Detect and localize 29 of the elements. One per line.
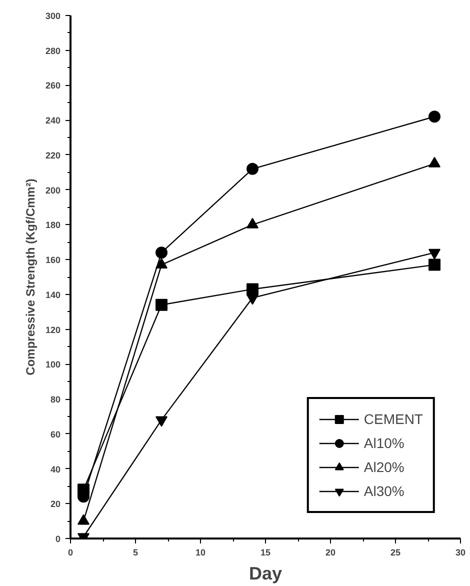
x-tick-label: 30 bbox=[455, 548, 466, 558]
legend-label: Al10% bbox=[364, 435, 404, 451]
y-tick-label: 220 bbox=[45, 150, 61, 160]
y-tick-label: 180 bbox=[45, 220, 61, 230]
y-tick-label: 140 bbox=[45, 290, 61, 300]
y-tick-label: 280 bbox=[45, 46, 61, 56]
x-axis-title: Day bbox=[248, 564, 282, 584]
y-tick-label: 20 bbox=[50, 499, 61, 510]
legend-label: Al20% bbox=[364, 459, 404, 475]
x-tick-label: 5 bbox=[132, 548, 138, 558]
legend-label: Al30% bbox=[364, 483, 404, 499]
y-tick-label: 0 bbox=[55, 534, 61, 544]
y-tick-label: 300 bbox=[45, 11, 61, 21]
y-tick-label: 200 bbox=[45, 185, 61, 196]
y-tick-label: 60 bbox=[50, 429, 61, 440]
y-axis-title: Compressive Strength (Kgf/Cmm²) bbox=[23, 178, 38, 376]
x-tick-label: 10 bbox=[195, 548, 206, 558]
x-tick-label: 25 bbox=[390, 548, 401, 558]
y-tick-label: 260 bbox=[45, 80, 61, 91]
legend-label: CEMENT bbox=[364, 411, 423, 427]
y-tick-label: 120 bbox=[45, 324, 61, 335]
x-tick-label: 0 bbox=[68, 548, 74, 558]
x-tick-label: 20 bbox=[325, 548, 336, 558]
y-tick-label: 240 bbox=[45, 116, 61, 126]
y-tick-label: 160 bbox=[45, 255, 61, 266]
y-tick-label: 100 bbox=[45, 360, 61, 370]
y-tick-label: 80 bbox=[50, 394, 61, 405]
x-tick-label: 15 bbox=[260, 548, 271, 558]
y-tick-label: 40 bbox=[50, 464, 61, 474]
